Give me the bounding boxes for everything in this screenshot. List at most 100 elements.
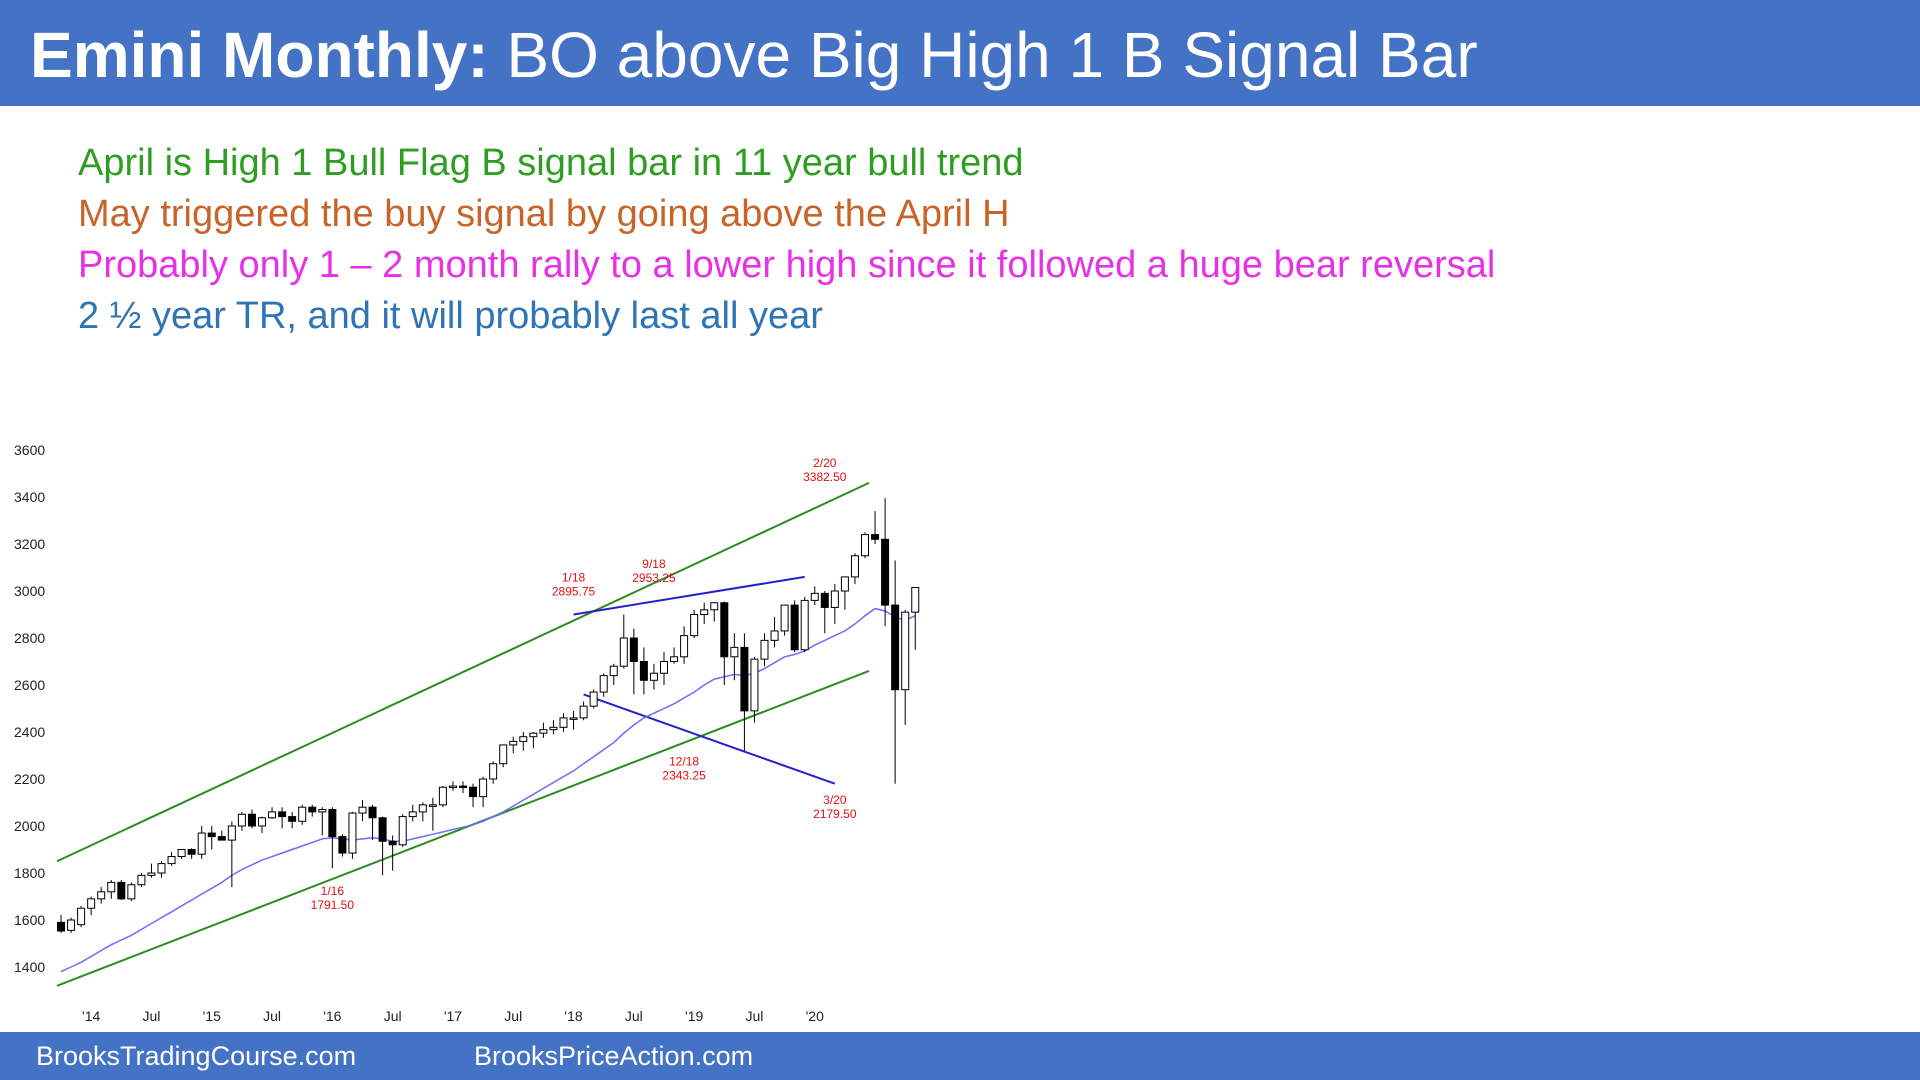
candle-body bbox=[147, 872, 156, 876]
candle bbox=[418, 802, 427, 822]
candle-body bbox=[77, 907, 86, 926]
candle bbox=[891, 560, 900, 784]
y-tick-label: 2800 bbox=[14, 630, 45, 646]
candle-body bbox=[810, 592, 819, 601]
candle bbox=[861, 532, 869, 559]
candle bbox=[509, 736, 518, 754]
candle bbox=[871, 511, 880, 544]
price-annotation: 1791.50 bbox=[311, 898, 355, 912]
candle bbox=[328, 807, 337, 869]
candle bbox=[217, 830, 226, 841]
candle-body bbox=[639, 661, 648, 681]
candle bbox=[609, 663, 618, 685]
candle bbox=[438, 786, 447, 808]
candle-body bbox=[398, 816, 407, 846]
candle bbox=[629, 628, 638, 695]
y-tick-label: 1400 bbox=[14, 959, 45, 975]
candle-body bbox=[790, 604, 799, 651]
candle-body bbox=[710, 602, 719, 611]
candle bbox=[87, 896, 96, 916]
candle bbox=[378, 816, 387, 876]
candle bbox=[519, 732, 528, 751]
candle-body bbox=[599, 675, 608, 693]
candle bbox=[579, 701, 588, 721]
candle bbox=[680, 626, 689, 664]
candle-body bbox=[670, 656, 679, 663]
candle bbox=[358, 800, 367, 822]
candle bbox=[850, 553, 859, 584]
price-annotation: 1/16 bbox=[321, 884, 345, 898]
candle bbox=[177, 849, 186, 859]
candle-body bbox=[660, 661, 668, 674]
candle-body bbox=[489, 763, 498, 780]
price-annotation: 2/20 bbox=[813, 456, 837, 470]
candle bbox=[117, 880, 126, 901]
candle bbox=[237, 811, 246, 831]
candle bbox=[107, 880, 116, 899]
footer-left-site[interactable]: BrooksTradingCourse.com bbox=[36, 1041, 357, 1071]
candle-body bbox=[368, 806, 377, 819]
candle-body bbox=[67, 919, 76, 931]
candle-body bbox=[559, 717, 568, 728]
x-tick-label: '16 bbox=[323, 1008, 341, 1024]
candle bbox=[730, 633, 739, 681]
candle bbox=[97, 887, 106, 904]
candle bbox=[137, 873, 146, 888]
y-tick-label: 1600 bbox=[14, 912, 45, 928]
candle-body bbox=[378, 817, 387, 842]
candle bbox=[840, 576, 849, 610]
candle-body bbox=[97, 891, 106, 900]
candle bbox=[57, 914, 65, 933]
note-line-4: 2 ½ year TR, and it will probably last a… bbox=[78, 295, 823, 337]
candle-body bbox=[338, 836, 347, 854]
candle bbox=[448, 781, 457, 791]
candle-body bbox=[629, 637, 638, 662]
candle bbox=[469, 783, 478, 808]
x-tick-label: '19 bbox=[685, 1008, 703, 1024]
candle bbox=[670, 647, 679, 664]
y-tick-label: 1800 bbox=[14, 865, 45, 881]
candle-body bbox=[911, 586, 920, 613]
candle bbox=[187, 848, 196, 859]
candle bbox=[368, 804, 377, 841]
candle-body bbox=[227, 825, 236, 841]
y-tick-label: 3400 bbox=[14, 489, 45, 505]
candle-body bbox=[569, 717, 578, 720]
candle bbox=[388, 835, 397, 871]
candle bbox=[901, 609, 910, 725]
candle-body bbox=[700, 609, 709, 616]
candle-body bbox=[388, 840, 397, 846]
candle-body bbox=[278, 811, 287, 818]
channel-line bbox=[56, 481, 870, 863]
candle bbox=[77, 905, 86, 928]
candle bbox=[649, 663, 658, 690]
candle-body bbox=[408, 811, 417, 818]
candle-body bbox=[499, 744, 508, 765]
candle-body bbox=[891, 604, 900, 691]
price-annotation: 2895.75 bbox=[552, 584, 596, 598]
candle bbox=[911, 586, 920, 650]
candle-body bbox=[207, 832, 216, 838]
candle-body bbox=[720, 602, 729, 658]
candle-body bbox=[308, 806, 317, 813]
candle-body bbox=[519, 736, 528, 742]
candle-body bbox=[318, 809, 327, 813]
price-annotation: 3/20 bbox=[823, 793, 847, 807]
candle bbox=[690, 609, 699, 638]
candle bbox=[338, 834, 347, 857]
y-tick-label: 2000 bbox=[14, 818, 45, 834]
candle bbox=[489, 761, 498, 784]
page-title: Emini Monthly: BO above Big High 1 B Sig… bbox=[30, 18, 1478, 92]
price-annotation: 9/18 bbox=[642, 557, 666, 571]
x-tick-label: Jul bbox=[263, 1008, 281, 1024]
candle bbox=[499, 744, 508, 768]
candle-body bbox=[57, 921, 65, 932]
candle bbox=[67, 917, 76, 933]
title-banner: Emini Monthly: BO above Big High 1 B Sig… bbox=[0, 0, 1920, 106]
candle bbox=[780, 604, 789, 636]
footer-right-site[interactable]: BrooksPriceAction.com bbox=[474, 1041, 754, 1071]
candle-body bbox=[730, 646, 739, 658]
y-tick-label: 2400 bbox=[14, 724, 45, 740]
candle bbox=[539, 722, 548, 738]
y-tick-label: 2200 bbox=[14, 771, 45, 787]
